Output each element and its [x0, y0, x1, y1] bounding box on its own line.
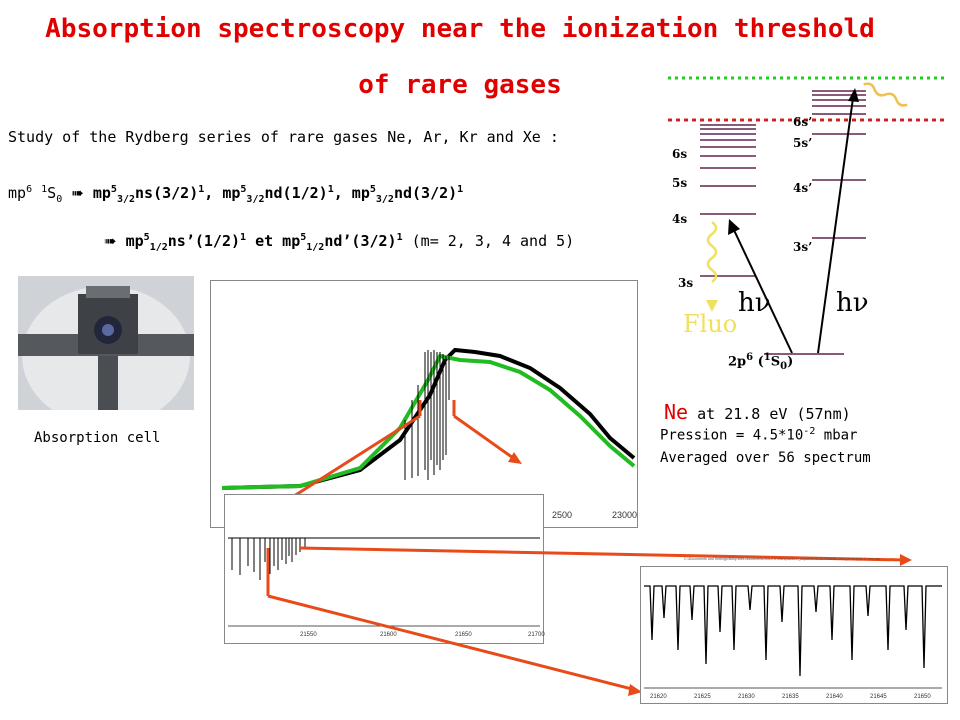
title-line-1: Absorption spectroscopy near the ionizat… — [45, 14, 875, 44]
level-4s: 4s — [672, 212, 688, 226]
zoom-tick-6: 21645 — [870, 694, 887, 700]
mid-tick-2: 21600 — [380, 632, 397, 638]
title-line-2: of rare gases — [358, 70, 562, 100]
zoom-tick-7: 21650 — [914, 694, 931, 700]
intro-text: Study of the Rydberg series of rare gase… — [8, 128, 559, 146]
zoom-tick-4: 21635 — [782, 694, 799, 700]
transition-line-1: mp6 1S0 ➠ mp53/2ns(3/2)1, mp53/2nd(1/2)1… — [8, 184, 464, 205]
zoom-tick-3: 21630 — [738, 694, 755, 700]
autoionization-wave — [863, 82, 908, 107]
top-tick-1: 2500 — [552, 510, 572, 520]
level-6s-prime: 6s’ — [793, 115, 813, 129]
level-3s: 3s — [678, 276, 694, 290]
fluo-wave — [706, 221, 718, 283]
level-6s: 6s — [672, 147, 688, 161]
ground-state-label: 2p6 (1S0) — [728, 352, 794, 372]
top-tick-2: 23000 — [612, 510, 637, 520]
pression-info: Pression = 4.5*10-2 mbar — [660, 426, 858, 444]
mid-tick-3: 21650 — [455, 632, 472, 638]
hv-right: hν — [836, 288, 869, 318]
fluo-label: Fluo — [683, 310, 738, 338]
zoom-tick-1: 21620 — [650, 694, 667, 700]
left-series-levels — [700, 124, 756, 277]
absorption-cell-photo — [18, 276, 194, 410]
excitation-arrow-left — [732, 227, 793, 354]
spectrum-zoom-panel — [640, 566, 948, 704]
level-4s-prime: 4s’ — [793, 181, 813, 195]
spectrum-mid-panel — [224, 494, 544, 644]
averaged-info: Averaged over 56 spectrum — [660, 450, 871, 466]
level-5s: 5s — [672, 176, 688, 190]
mid-tick-4: 21700 — [528, 632, 545, 638]
zoom-tick-5: 21640 — [826, 694, 843, 700]
zoom-header: C:\Documents and Settings\Nelly\Mes docu… — [684, 557, 880, 561]
level-3s-prime: 3s’ — [793, 240, 813, 254]
ne-info: Ne at 21.8 eV (57nm) — [664, 400, 851, 424]
excitation-arrow-right — [817, 97, 854, 354]
hv-left: hν — [738, 288, 771, 318]
mid-tick-1: 21550 — [300, 632, 317, 638]
photo-caption: Absorption cell — [34, 430, 161, 446]
zoom-tick-2: 21625 — [694, 694, 711, 700]
level-5s-prime: 5s’ — [793, 136, 813, 150]
transition-line-2: ➠ mp51/2ns’(1/2)1 et mp51/2nd’(3/2)1 (m=… — [104, 232, 575, 253]
